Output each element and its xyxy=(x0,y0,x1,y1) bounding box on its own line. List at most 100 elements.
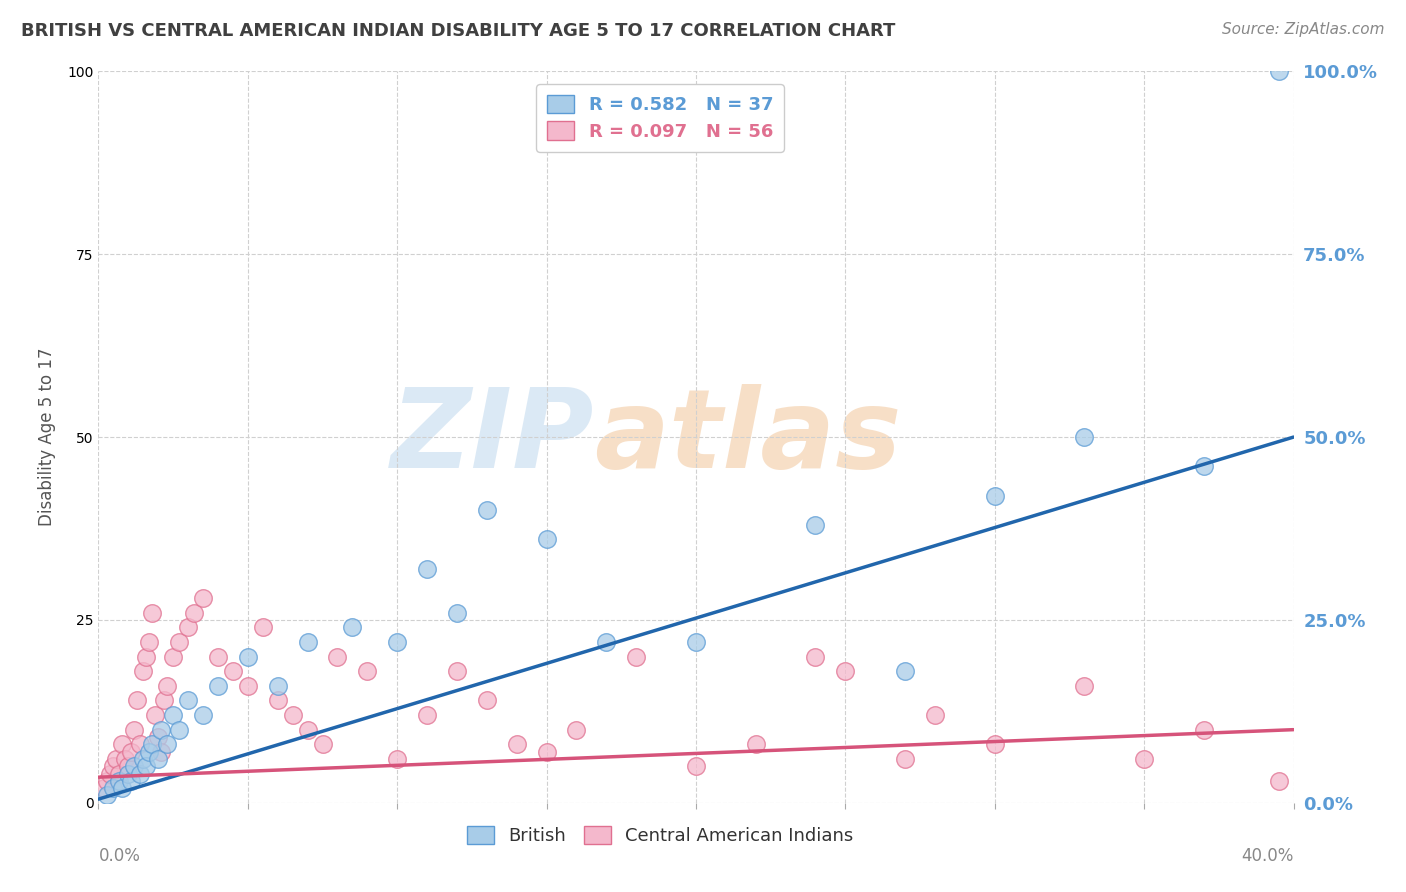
Point xyxy=(685,635,707,649)
Point xyxy=(236,649,259,664)
Point xyxy=(565,723,588,737)
Point xyxy=(135,649,157,664)
Point xyxy=(267,693,290,707)
Point xyxy=(595,635,617,649)
Point xyxy=(297,723,319,737)
Point xyxy=(148,752,170,766)
Point xyxy=(342,620,364,634)
Point xyxy=(141,606,163,620)
Point xyxy=(1073,430,1095,444)
Point xyxy=(96,789,118,803)
Point xyxy=(117,766,139,780)
Point xyxy=(745,737,768,751)
Text: 40.0%: 40.0% xyxy=(1241,847,1294,864)
Point xyxy=(191,591,214,605)
Point xyxy=(446,664,468,678)
Point xyxy=(385,635,409,649)
Point xyxy=(626,649,648,664)
Point xyxy=(177,693,200,707)
Point xyxy=(108,766,131,780)
Point xyxy=(105,752,128,766)
Point xyxy=(111,781,134,796)
Point xyxy=(111,737,134,751)
Point xyxy=(150,745,173,759)
Point xyxy=(167,723,190,737)
Point xyxy=(191,708,214,723)
Point xyxy=(162,708,184,723)
Point xyxy=(103,759,125,773)
Point xyxy=(177,620,200,634)
Point xyxy=(297,635,319,649)
Text: 0.0%: 0.0% xyxy=(98,847,141,864)
Point xyxy=(1192,459,1215,474)
Point xyxy=(385,752,409,766)
Point xyxy=(150,723,173,737)
Point xyxy=(311,737,333,751)
Point xyxy=(207,649,229,664)
Text: ZIP: ZIP xyxy=(391,384,595,491)
Point xyxy=(96,773,118,788)
Point xyxy=(984,489,1007,503)
Legend: British, Central American Indians: British, Central American Indians xyxy=(460,819,860,852)
Point xyxy=(132,664,155,678)
Point xyxy=(475,503,498,517)
Point xyxy=(1267,773,1289,788)
Point xyxy=(222,664,245,678)
Point xyxy=(894,752,917,766)
Point xyxy=(416,708,439,723)
Point xyxy=(281,708,304,723)
Point xyxy=(153,693,176,707)
Point xyxy=(167,635,190,649)
Text: Source: ZipAtlas.com: Source: ZipAtlas.com xyxy=(1222,22,1385,37)
Point xyxy=(114,752,136,766)
Text: atlas: atlas xyxy=(595,384,901,491)
Point xyxy=(416,562,439,576)
Point xyxy=(356,664,378,678)
Point xyxy=(183,606,205,620)
Point xyxy=(475,693,498,707)
Point xyxy=(156,737,179,751)
Point xyxy=(984,737,1007,751)
Point xyxy=(108,773,131,788)
Point xyxy=(98,766,122,780)
Point xyxy=(124,759,146,773)
Point xyxy=(536,533,558,547)
Point xyxy=(93,781,115,796)
Point xyxy=(506,737,529,751)
Point xyxy=(117,759,139,773)
Point xyxy=(132,752,155,766)
Point xyxy=(103,781,125,796)
Point xyxy=(120,773,142,788)
Point xyxy=(124,723,146,737)
Point xyxy=(138,635,160,649)
Point xyxy=(129,737,152,751)
Point xyxy=(156,679,179,693)
Point xyxy=(127,693,149,707)
Point xyxy=(326,649,349,664)
Point xyxy=(120,745,142,759)
Point xyxy=(834,664,856,678)
Point xyxy=(143,708,166,723)
Point xyxy=(1192,723,1215,737)
Point xyxy=(207,679,229,693)
Point xyxy=(135,759,157,773)
Point xyxy=(685,759,707,773)
Point xyxy=(141,737,163,751)
Point xyxy=(162,649,184,664)
Point xyxy=(1267,64,1289,78)
Text: BRITISH VS CENTRAL AMERICAN INDIAN DISABILITY AGE 5 TO 17 CORRELATION CHART: BRITISH VS CENTRAL AMERICAN INDIAN DISAB… xyxy=(21,22,896,40)
Point xyxy=(252,620,274,634)
Point xyxy=(894,664,917,678)
Point xyxy=(267,679,290,693)
Point xyxy=(148,730,170,744)
Point xyxy=(804,517,827,532)
Point xyxy=(129,766,152,780)
Point xyxy=(236,679,259,693)
Point xyxy=(138,745,160,759)
Point xyxy=(1133,752,1156,766)
Point xyxy=(1073,679,1095,693)
Point xyxy=(804,649,827,664)
Point xyxy=(446,606,468,620)
Point xyxy=(924,708,946,723)
Point xyxy=(536,745,558,759)
